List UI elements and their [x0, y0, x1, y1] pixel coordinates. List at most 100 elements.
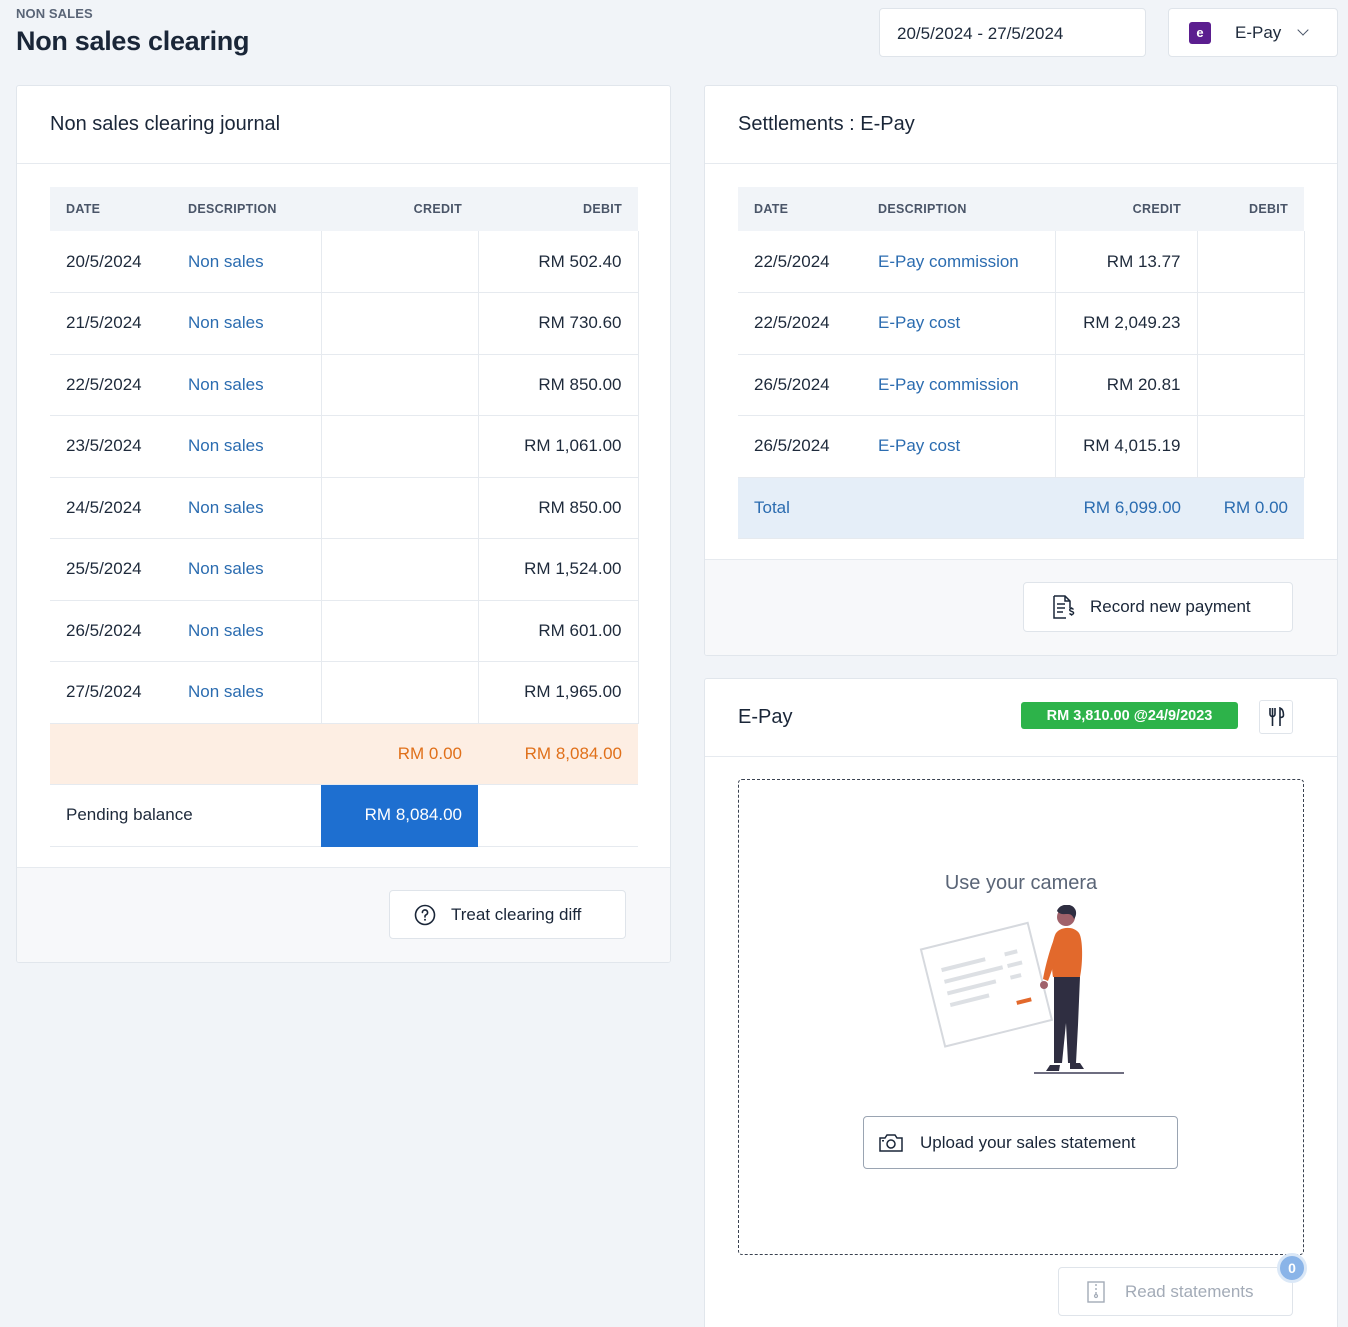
journal-card: Non sales clearing journal DATE DESCRIPT… [16, 85, 671, 963]
row-debit: RM 850.00 [478, 477, 639, 539]
settlements-total-row: Total RM 6,099.00 RM 0.00 [738, 477, 1304, 539]
row-description-link[interactable]: Non sales [188, 477, 322, 539]
treat-clearing-diff-button[interactable]: Treat clearing diff [389, 890, 626, 939]
record-new-payment-button[interactable]: Record new payment [1023, 582, 1293, 632]
file-zipper-icon [1087, 1280, 1105, 1303]
column-header-description: DESCRIPTION [861, 187, 1055, 231]
settlement-row: 22/5/2024 E-Pay cost RM 2,049.23 [738, 292, 1305, 355]
row-debit: RM 850.00 [478, 354, 639, 416]
row-credit [321, 661, 479, 724]
row-description-link[interactable]: Non sales [188, 661, 322, 724]
row-credit [321, 477, 479, 539]
row-credit: RM 13.77 [1055, 231, 1198, 293]
column-header-date: DATE [738, 187, 861, 231]
row-debit: RM 1,061.00 [478, 415, 639, 478]
row-debit [1197, 292, 1305, 355]
row-debit: RM 1,965.00 [478, 661, 639, 724]
provider-select-label: E-Pay [1235, 22, 1282, 42]
row-description-link[interactable]: Non sales [188, 354, 322, 416]
settlements-header-row: DATE DESCRIPTION CREDIT DEBIT [738, 187, 1304, 231]
settlements-title: Settlements : E-Pay [705, 86, 1337, 164]
column-header-credit: CREDIT [321, 187, 478, 231]
row-date: 24/5/2024 [50, 477, 188, 539]
journal-row: 22/5/2024 Non sales RM 850.00 [50, 354, 639, 416]
row-date: 26/5/2024 [738, 354, 861, 416]
row-debit: RM 601.00 [478, 600, 639, 662]
row-credit [321, 415, 479, 478]
row-date: 22/5/2024 [738, 231, 861, 293]
row-description-link[interactable]: Non sales [188, 292, 322, 355]
row-credit [321, 292, 479, 355]
row-description-link[interactable]: E-Pay cost [861, 292, 1056, 355]
journal-total-debit: RM 8,084.00 [478, 723, 638, 785]
journal-row: 23/5/2024 Non sales RM 1,061.00 [50, 415, 639, 478]
journal-row: 25/5/2024 Non sales RM 1,524.00 [50, 538, 639, 601]
journal-total-credit: RM 0.00 [321, 723, 478, 785]
settlements-table: DATE DESCRIPTION CREDIT DEBIT 22/5/2024 E… [738, 187, 1305, 539]
row-description-link[interactable]: Non sales [188, 600, 322, 662]
settlements-footer: Record new payment [705, 559, 1337, 655]
settlements-total-credit: RM 6,099.00 [1055, 477, 1197, 539]
journal-row: 20/5/2024 Non sales RM 502.40 [50, 231, 639, 293]
row-debit [1197, 354, 1305, 416]
fork-knife-icon [1269, 707, 1285, 726]
row-date: 21/5/2024 [50, 292, 188, 355]
balance-badge: RM 3,810.00 @24/9/2023 [1021, 702, 1238, 729]
settlements-total-debit: RM 0.00 [1197, 477, 1304, 539]
row-description-link[interactable]: E-Pay commission [861, 354, 1056, 416]
camera-title: Use your camera [944, 872, 1098, 894]
date-range-picker[interactable]: 20/5/2024 - 27/5/2024 [879, 8, 1146, 57]
cutlery-icon-button[interactable] [1259, 700, 1293, 734]
row-credit [321, 538, 479, 601]
settlements-card: Settlements : E-Pay DATE DESCRIPTION CRE… [704, 85, 1338, 656]
row-description-link[interactable]: Non sales [188, 415, 322, 478]
row-date: 20/5/2024 [50, 231, 188, 293]
row-date: 27/5/2024 [50, 661, 188, 724]
journal-row: 26/5/2024 Non sales RM 601.00 [50, 600, 639, 662]
column-header-description: DESCRIPTION [188, 187, 321, 231]
row-description-link[interactable]: Non sales [188, 231, 322, 293]
camera-icon [879, 1133, 903, 1152]
chevron-down-icon [1297, 24, 1309, 36]
row-credit: RM 2,049.23 [1055, 292, 1198, 355]
read-statements-label: Read statements [1125, 1281, 1254, 1301]
row-description-link[interactable]: Non sales [188, 538, 322, 601]
upload-sales-statement-label: Upload your sales statement [920, 1132, 1136, 1152]
journal-totals-row: RM 0.00 RM 8,084.00 [50, 723, 638, 785]
treat-clearing-diff-label: Treat clearing diff [451, 904, 582, 924]
row-date: 26/5/2024 [50, 600, 188, 662]
page-title: Non sales clearing [16, 26, 250, 56]
journal-footer: Treat clearing diff [17, 867, 670, 962]
journal-row: 21/5/2024 Non sales RM 730.60 [50, 292, 639, 355]
row-credit [321, 231, 479, 293]
read-statements-count-badge: 0 [1277, 1253, 1307, 1283]
journal-row: 27/5/2024 Non sales RM 1,965.00 [50, 661, 639, 724]
row-credit [321, 600, 479, 662]
row-debit [1197, 231, 1305, 293]
settlement-row: 26/5/2024 E-Pay cost RM 4,015.19 [738, 415, 1305, 478]
row-credit: RM 4,015.19 [1055, 415, 1198, 478]
epay-title: E-Pay [705, 679, 1337, 757]
column-header-debit: DEBIT [1197, 187, 1304, 231]
journal-row: 24/5/2024 Non sales RM 850.00 [50, 477, 639, 539]
provider-select[interactable]: e E-Pay [1168, 8, 1338, 57]
pending-balance-row: Pending balance RM 8,084.00 [50, 784, 638, 847]
epay-logo-icon: e [1189, 21, 1211, 44]
read-statements-button[interactable]: Read statements [1058, 1267, 1293, 1316]
row-debit: RM 730.60 [478, 292, 639, 355]
row-description-link[interactable]: E-Pay cost [861, 415, 1056, 478]
upload-sales-statement-button[interactable]: Upload your sales statement [863, 1116, 1178, 1169]
statement-dropzone[interactable]: Use your camera Upload your sales statem… [738, 779, 1304, 1255]
question-circle-icon [414, 904, 436, 925]
page-eyebrow: NON SALES [16, 6, 93, 21]
column-header-credit: CREDIT [1055, 187, 1197, 231]
settlement-row: 22/5/2024 E-Pay commission RM 13.77 [738, 231, 1305, 293]
pending-balance-value: RM 8,084.00 [321, 784, 478, 847]
row-description-link[interactable]: E-Pay commission [861, 231, 1056, 293]
record-new-payment-label: Record new payment [1090, 597, 1251, 616]
settlement-row: 26/5/2024 E-Pay commission RM 20.81 [738, 354, 1305, 416]
row-debit [1197, 415, 1305, 478]
row-debit: RM 502.40 [478, 231, 639, 293]
row-date: 22/5/2024 [50, 354, 188, 416]
pending-balance-label: Pending balance [50, 784, 321, 847]
